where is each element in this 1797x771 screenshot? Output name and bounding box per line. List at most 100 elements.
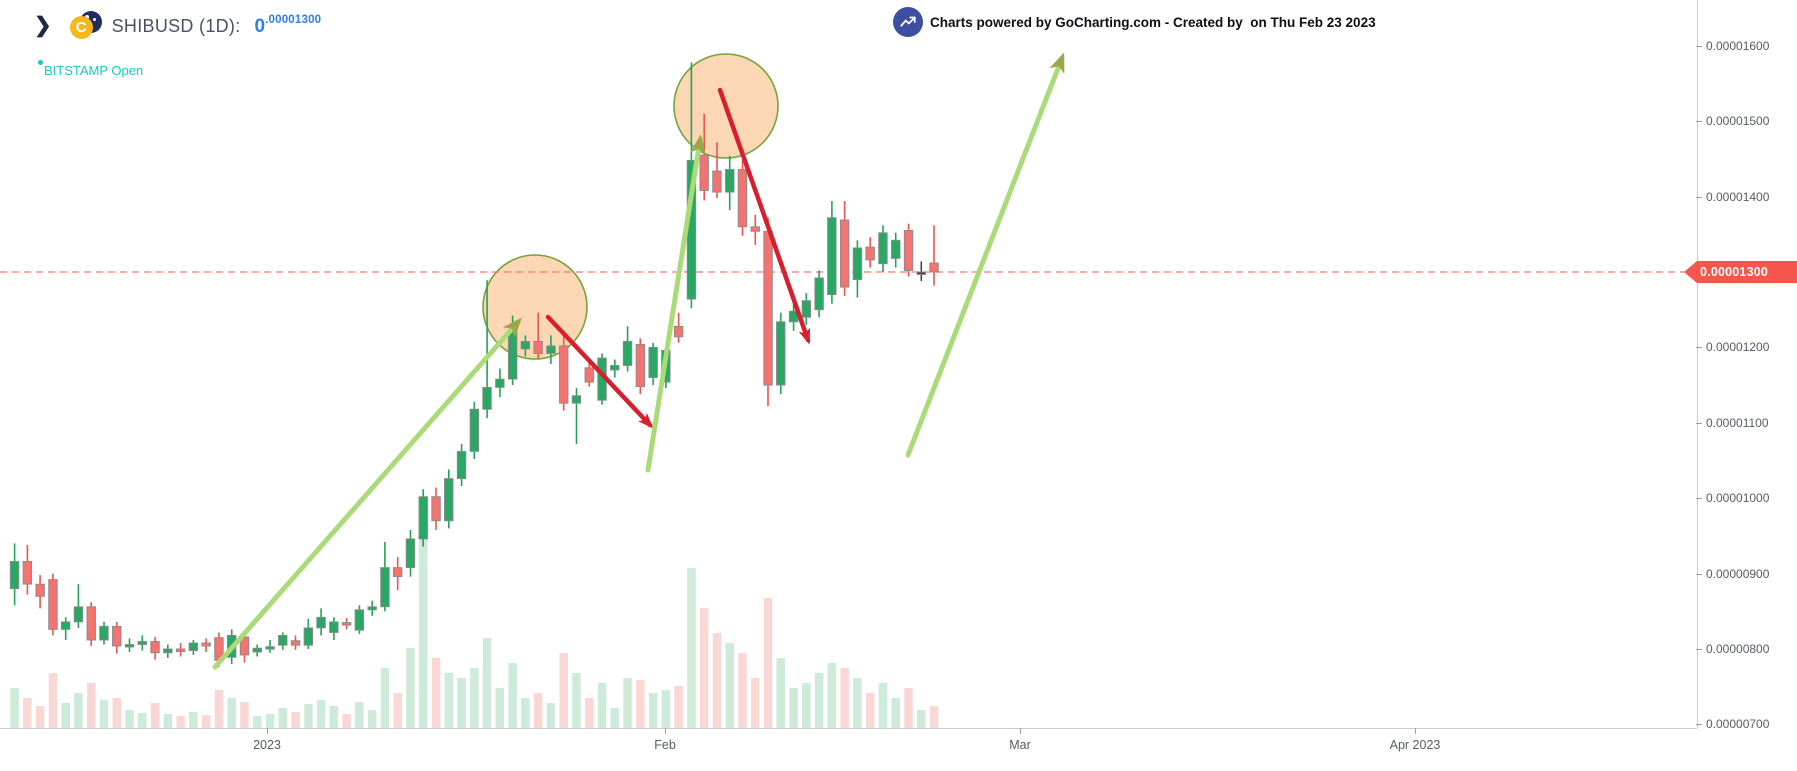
candle — [22, 544, 33, 595]
candle — [175, 643, 186, 657]
candle — [865, 237, 875, 268]
candle — [341, 618, 352, 630]
candle — [482, 280, 492, 419]
candle — [635, 338, 646, 395]
volume-bar — [533, 693, 543, 728]
candle — [533, 312, 543, 360]
volume-bar — [457, 678, 466, 728]
volume-bar — [48, 673, 58, 728]
volume-bar — [367, 710, 377, 728]
price-axis-label: 0.00000800 — [1706, 642, 1770, 656]
chevron-right-icon[interactable]: ❯ — [34, 14, 52, 37]
volume-bar — [789, 688, 798, 728]
candle — [444, 469, 454, 529]
volume-bar — [865, 693, 875, 728]
volume-bar — [355, 702, 364, 728]
volume-bar — [559, 653, 568, 728]
price-axis-label: 0.00000700 — [1706, 717, 1770, 732]
candle — [801, 293, 812, 325]
trending-up-icon — [893, 7, 923, 37]
volume-bar — [419, 523, 428, 728]
candle — [201, 638, 211, 652]
candle — [916, 261, 926, 281]
candle — [495, 368, 505, 398]
price-axis-tick — [1696, 45, 1702, 47]
price-axis-label: 0.00001500 — [1706, 114, 1770, 129]
candle — [329, 617, 339, 640]
time-axis-tick — [267, 728, 268, 734]
candlestick-chart-canvas[interactable] — [0, 0, 1697, 728]
trend-arrow-green — [212, 317, 522, 670]
volume-bar — [840, 668, 849, 728]
volume-bar — [661, 690, 671, 728]
trend-arrow-green — [905, 52, 1065, 458]
price-axis-tick — [1696, 121, 1702, 123]
candle — [469, 401, 480, 459]
volume-bar — [176, 716, 185, 728]
volume-bar — [329, 706, 339, 728]
candle — [99, 621, 109, 645]
price-axis-line — [1697, 0, 1698, 728]
volume-bar — [431, 658, 441, 728]
volume-bar — [904, 688, 913, 728]
volume-bar — [610, 708, 619, 728]
symbol-header: ❯ C SHIBUSD (1D): 0.00001300 — [34, 8, 321, 44]
volume-bar — [304, 704, 313, 728]
coin-face: C — [69, 16, 93, 39]
volume-bar — [125, 710, 134, 728]
candle — [150, 636, 160, 660]
volume-bar — [342, 714, 351, 728]
candle — [418, 489, 428, 547]
price-axis-tick — [1696, 498, 1702, 500]
candle — [380, 541, 390, 612]
time-axis-label: Feb — [654, 738, 676, 752]
candle — [163, 644, 173, 658]
time-axis-tick — [1020, 728, 1021, 734]
volume-bar — [597, 683, 607, 728]
candle — [367, 600, 377, 616]
exchange-status: BITSTAMP Open — [38, 60, 143, 78]
price-axis-tick — [1696, 573, 1702, 575]
volume-bar — [316, 700, 326, 728]
volume-bar — [827, 663, 837, 728]
candle — [86, 602, 96, 646]
candle — [431, 487, 441, 530]
price-axis-label: 0.00001000 — [1706, 491, 1770, 506]
price-axis-label: 0.00001100 — [1706, 415, 1769, 430]
volume-bar — [380, 668, 390, 728]
candle — [9, 543, 20, 606]
candle — [699, 113, 709, 201]
volume-bar — [712, 633, 722, 728]
candle — [559, 336, 569, 411]
time-axis-tick — [665, 728, 666, 734]
candle — [878, 225, 888, 272]
candle — [354, 605, 365, 634]
watermark: Charts powered by GoCharting.com - Creat… — [893, 7, 1376, 37]
volume-bar — [163, 714, 173, 728]
volume-bar — [521, 698, 530, 728]
volume-bar — [674, 686, 683, 728]
candle — [392, 557, 403, 591]
candle — [546, 335, 556, 364]
candle — [520, 335, 531, 357]
candle — [35, 575, 45, 609]
candle — [814, 270, 824, 318]
price-axis-tick — [1696, 724, 1702, 726]
volume-bar — [35, 706, 45, 728]
volume-bar — [751, 678, 760, 728]
volume-bar — [189, 712, 198, 728]
volume-bar — [406, 648, 415, 728]
volume-bar — [636, 680, 645, 728]
candle — [929, 225, 939, 286]
volume-bar — [508, 663, 517, 728]
candle — [852, 240, 863, 298]
candle — [891, 232, 901, 268]
trend-arrow-red — [545, 314, 654, 429]
volume-bar — [470, 668, 479, 728]
candle — [137, 635, 147, 651]
candle — [278, 632, 288, 650]
volume-bar — [546, 703, 556, 728]
trend-arrow-red — [717, 87, 811, 345]
price-axis-tick — [1696, 196, 1702, 198]
time-axis-line — [0, 728, 1697, 729]
